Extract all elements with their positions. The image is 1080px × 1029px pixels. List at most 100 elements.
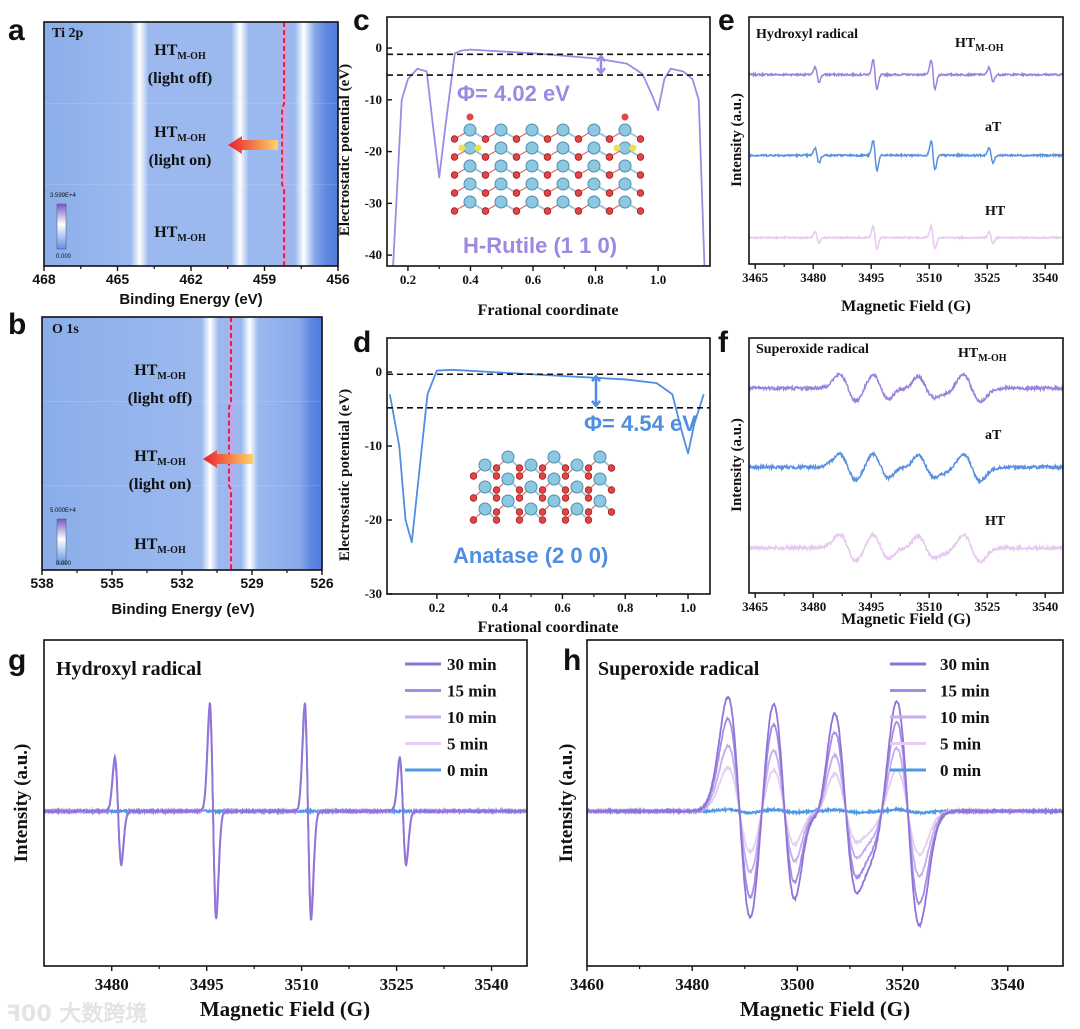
x-tick-label: 465 (106, 271, 130, 287)
y-tick-label: 0 (376, 364, 383, 379)
y-tick-label: -30 (365, 195, 382, 210)
o-atom (466, 113, 474, 121)
o-atom (450, 153, 459, 161)
legend-label: 5 min (447, 735, 489, 754)
o-atom (515, 508, 524, 516)
series-label: HTM-OH (955, 36, 1004, 54)
x-tick-label: 3480 (675, 975, 709, 994)
x-tick-label: 532 (170, 575, 194, 591)
o-atom (469, 516, 478, 524)
ti-atom (570, 502, 584, 516)
ti-atom (463, 177, 477, 191)
x-tick-label: 468 (32, 271, 56, 287)
o-atom (538, 464, 547, 472)
ti-atom (524, 458, 538, 472)
o-atom (492, 464, 501, 472)
ti-atom (501, 450, 515, 464)
esr-spectrum-line (749, 371, 1063, 405)
legend-label: 30 min (447, 655, 497, 674)
panel-letter-h: h (563, 644, 582, 677)
o-atom (543, 135, 552, 143)
colorbar (56, 203, 67, 250)
esr-spectrum-line (749, 530, 1063, 565)
shift-arrow-icon (203, 450, 253, 468)
o-atom (538, 516, 547, 524)
y-tick-label: -30 (365, 586, 382, 601)
panel-letter-e: e (718, 4, 735, 37)
ti-atom (547, 472, 561, 486)
o-atom (636, 153, 645, 161)
o-atom (512, 153, 521, 161)
o-atom (492, 494, 501, 502)
ti-atom (570, 458, 584, 472)
crystal-structure-image (450, 113, 645, 215)
esr-spectrum-line (749, 58, 1063, 92)
ti-atom (494, 141, 508, 155)
ti-atom (524, 502, 538, 516)
o-atom (512, 207, 521, 215)
x-tick-label: 3510 (916, 599, 942, 614)
panel-a-xlabel: Binding Energy (eV) (119, 291, 263, 308)
x-tick-label: 0.8 (587, 272, 604, 287)
x-tick-label: 3480 (95, 975, 129, 994)
esr-spectrum-line (44, 702, 527, 921)
ti-atom (525, 177, 539, 191)
ti-atom (547, 450, 561, 464)
legend-label: 0 min (940, 761, 982, 780)
x-tick-label: 3500 (780, 975, 814, 994)
x-tick-label: 3525 (380, 975, 414, 994)
legend-label: 10 min (447, 708, 497, 727)
ti-atom (494, 177, 508, 191)
ti-atom (587, 195, 601, 209)
ti-atom (556, 141, 570, 155)
ti-atom (587, 123, 601, 137)
x-tick-label: 3510 (916, 270, 942, 285)
o-atom (515, 494, 524, 502)
work-function-label: Φ= 4.54 eV (584, 411, 697, 436)
o-atom (574, 171, 583, 179)
colorbar-min-label: 0.000 (56, 254, 72, 260)
heatmap (42, 317, 322, 570)
legend-label: 0 min (447, 761, 489, 780)
o-atom (584, 494, 593, 502)
h-atom (474, 144, 482, 152)
panel-e-title: Hydroxyl radical (756, 27, 859, 42)
ti-atom (494, 159, 508, 173)
potential-curve (388, 368, 705, 544)
panel-b-xlabel: Binding Energy (eV) (111, 601, 255, 618)
panel-c-xlabel: Frational coordinate (477, 302, 619, 319)
o-atom (450, 135, 459, 143)
o-atom (469, 472, 478, 480)
o-atom (605, 171, 614, 179)
x-tick-label: 3525 (974, 599, 1001, 614)
x-tick-label: 3540 (475, 975, 509, 994)
x-tick-label: 462 (179, 271, 203, 287)
o-atom (492, 472, 501, 480)
ti-atom (547, 494, 561, 508)
o-atom (512, 135, 521, 143)
heatmap-row-label: HTM-OH (light on) (148, 124, 212, 169)
series-label: HT (985, 514, 1006, 529)
o-atom (481, 135, 490, 143)
panel-d-ylabel: Electrostatic potential (eV) (337, 388, 353, 562)
colorbar-max-label: 5.000E+4 (50, 508, 76, 514)
x-tick-label: 3540 (1032, 599, 1058, 614)
panel-letter-f: f (718, 326, 728, 359)
y-tick-label: -20 (365, 512, 382, 527)
series-label: aT (985, 120, 1002, 135)
x-tick-label: 1.0 (680, 600, 696, 615)
ti-atom (494, 195, 508, 209)
x-tick-label: 526 (310, 575, 334, 591)
peak-position-dashed-line (228, 317, 232, 570)
ti-atom (556, 195, 570, 209)
o-atom (636, 135, 645, 143)
panel-d-xlabel: Frational coordinate (477, 619, 619, 636)
plot-frame (748, 16, 1064, 265)
o-atom (481, 189, 490, 197)
panel-letter-d: d (353, 326, 372, 359)
ti-atom (587, 141, 601, 155)
esr-spectrum-line (749, 140, 1063, 173)
ti-atom (525, 195, 539, 209)
